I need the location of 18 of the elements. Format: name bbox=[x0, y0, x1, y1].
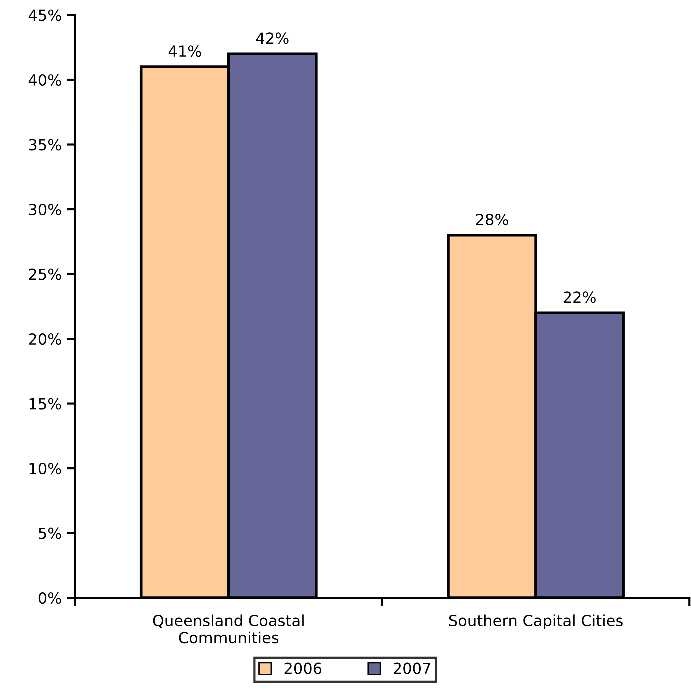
y-tick-label: 40% bbox=[28, 74, 62, 86]
y-tick-label: 15% bbox=[30, 398, 62, 410]
data-label: 42% bbox=[256, 32, 289, 44]
y-tick-label: 5% bbox=[39, 528, 62, 540]
x-tick-label: Queensland Coastal Communities bbox=[153, 614, 304, 644]
data-label: 28% bbox=[476, 214, 508, 226]
legend-label: 2007 bbox=[394, 662, 430, 674]
y-tick-label: 10% bbox=[30, 463, 62, 475]
y-tick-label: 45% bbox=[28, 10, 62, 22]
y-tick-label: 0% bbox=[38, 592, 62, 604]
y-tick-label: 35% bbox=[29, 139, 62, 151]
y-tick-label: 20% bbox=[29, 333, 62, 346]
y-tick-label: 25% bbox=[29, 268, 62, 280]
y-tick-label: 30% bbox=[29, 204, 62, 216]
data-label: 22% bbox=[564, 292, 596, 304]
data-label: 41% bbox=[168, 46, 202, 58]
legend-label: 2006 bbox=[284, 662, 322, 674]
x-tick-label: Southern Capital Cities bbox=[449, 614, 623, 630]
